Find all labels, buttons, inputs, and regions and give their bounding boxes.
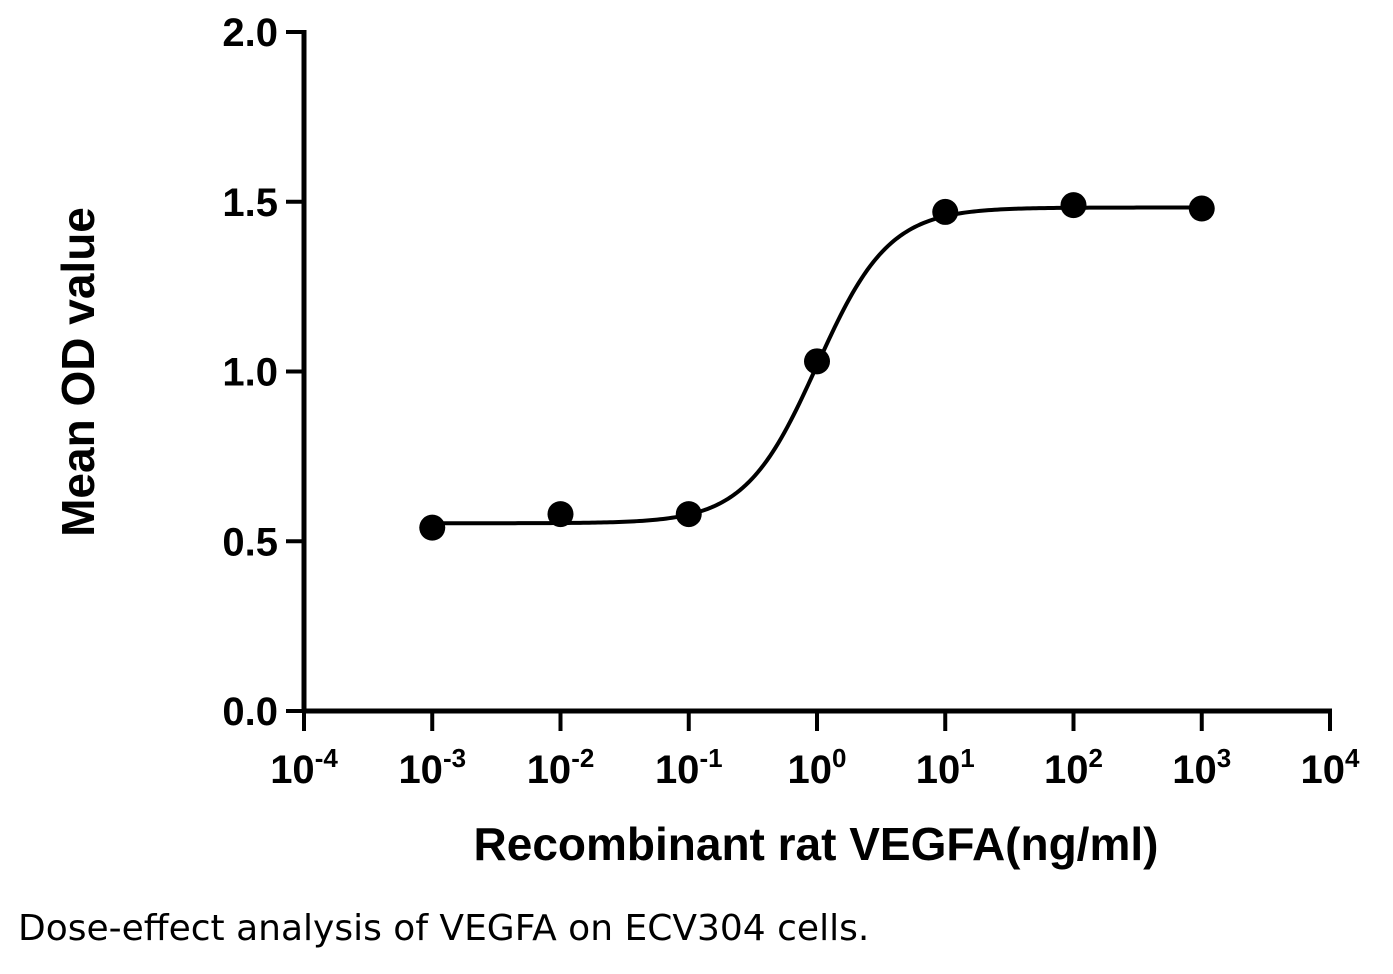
x-tick-label: 102 bbox=[1044, 743, 1103, 792]
x-tick-label: 10-4 bbox=[270, 743, 338, 792]
x-tick-base: 10 bbox=[655, 748, 700, 792]
x-tick-base: 10 bbox=[527, 748, 572, 792]
figure-caption: Dose-effect analysis of VEGFA on ECV304 … bbox=[18, 908, 870, 949]
x-tick-base: 10 bbox=[398, 748, 443, 792]
x-tick-base: 10 bbox=[270, 748, 315, 792]
x-tick-exponent: 2 bbox=[1089, 743, 1103, 773]
x-tick-base: 10 bbox=[1044, 748, 1089, 792]
x-tick-exponent: -1 bbox=[699, 743, 722, 773]
y-tick-label: 0.5 bbox=[222, 520, 278, 564]
y-tick-label: 2.0 bbox=[222, 11, 278, 55]
x-axis-ticks: 10-4 10-3 10-2 10-1 100 101 102 103 104 bbox=[270, 711, 1360, 792]
data-point bbox=[1060, 192, 1087, 219]
x-axis-title: Recombinant rat VEGFA(ng/ml) bbox=[474, 818, 1159, 870]
x-tick-exponent: -2 bbox=[571, 743, 594, 773]
x-tick-base: 10 bbox=[1301, 748, 1346, 792]
x-tick-exponent: -4 bbox=[315, 743, 339, 773]
x-tick-label: 104 bbox=[1301, 743, 1361, 792]
y-tick-label: 1.0 bbox=[222, 351, 278, 395]
x-tick-exponent: 4 bbox=[1345, 743, 1360, 773]
x-tick-exponent: -3 bbox=[443, 743, 466, 773]
y-tick-label: 0.0 bbox=[222, 690, 278, 734]
data-point bbox=[419, 514, 446, 541]
x-tick-exponent: 1 bbox=[960, 743, 974, 773]
data-point bbox=[932, 198, 959, 225]
x-tick-exponent: 3 bbox=[1217, 743, 1231, 773]
y-tick-label: 1.5 bbox=[222, 181, 278, 225]
x-tick-label: 10-1 bbox=[655, 743, 723, 792]
data-points bbox=[419, 192, 1215, 541]
data-point bbox=[675, 501, 702, 528]
dose-response-chart: 0.00.51.01.52.0 10-4 10-3 10-2 10-1 100 101 10… bbox=[52, 11, 1360, 870]
y-axis-title: Mean OD value bbox=[52, 207, 104, 537]
x-tick-label: 100 bbox=[788, 743, 847, 792]
x-tick-exponent: 0 bbox=[832, 743, 846, 773]
x-tick-label: 10-3 bbox=[398, 743, 466, 792]
data-point bbox=[1188, 195, 1215, 222]
x-tick-base: 10 bbox=[916, 748, 961, 792]
x-tick-label: 101 bbox=[916, 743, 975, 792]
data-point bbox=[547, 501, 574, 528]
x-tick-label: 103 bbox=[1172, 743, 1231, 792]
x-tick-label: 10-2 bbox=[527, 743, 595, 792]
y-axis-ticks: 0.0 0.5 1.0 1.5 2.0 bbox=[222, 11, 304, 734]
x-tick-base: 10 bbox=[788, 748, 833, 792]
x-tick-base: 10 bbox=[1172, 748, 1217, 792]
data-point bbox=[804, 348, 830, 375]
